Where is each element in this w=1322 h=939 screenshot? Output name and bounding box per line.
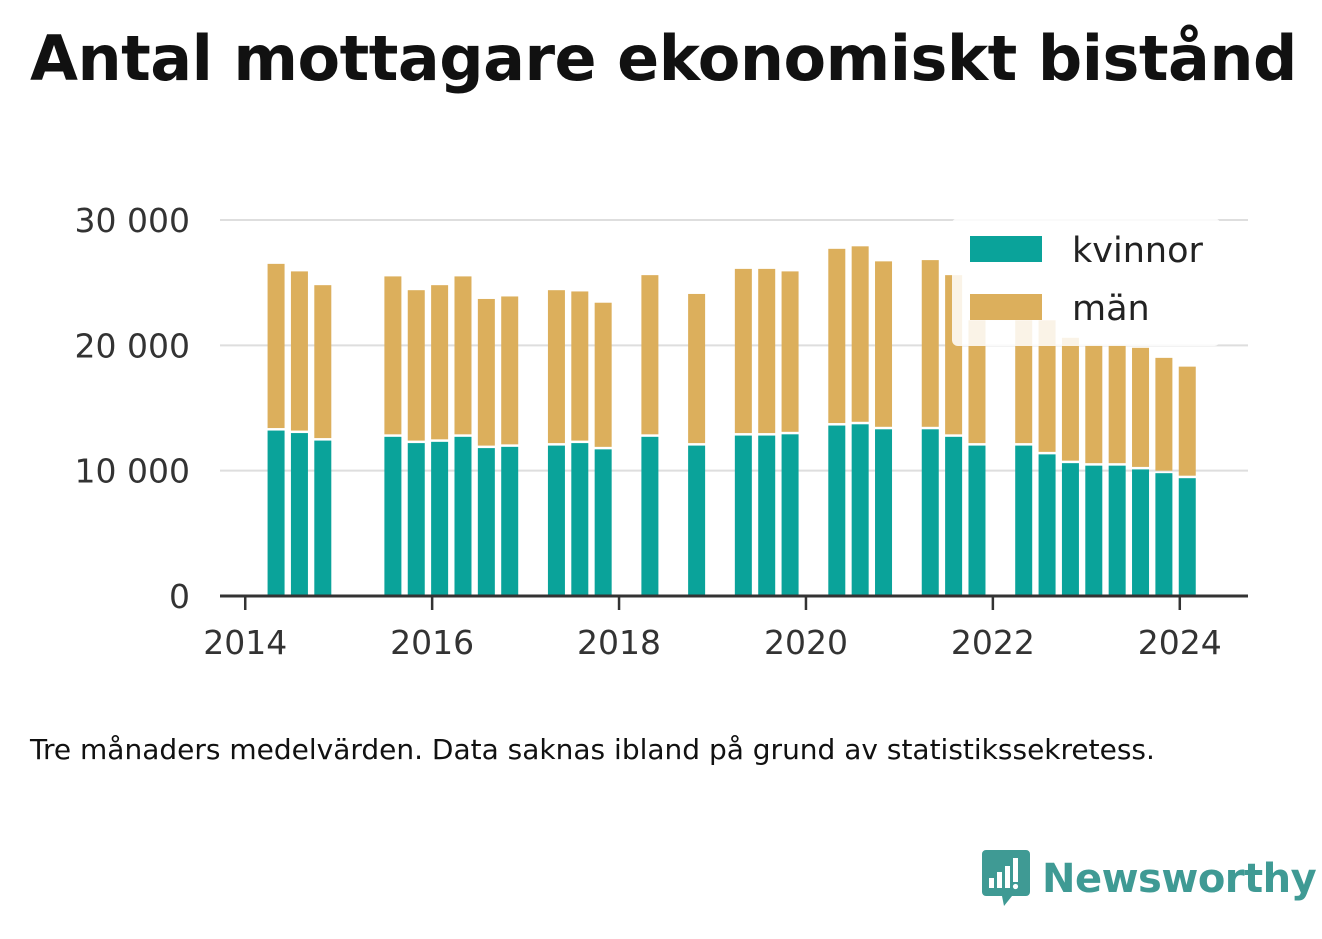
brand-name: Newsworthy: [1042, 856, 1317, 902]
bar-kvinnor: [688, 445, 706, 596]
x-tick-label: 2020: [764, 623, 848, 662]
bar-kvinnor: [1155, 473, 1173, 596]
bar-kvinnor: [781, 434, 799, 596]
bar-man: [384, 276, 402, 435]
bar-kvinnor: [501, 446, 519, 596]
bar-man: [828, 248, 846, 424]
newsworthy-brand: Newsworthy: [980, 848, 1317, 910]
bar-man: [1132, 347, 1150, 467]
bar-man: [968, 320, 986, 444]
legend-swatch-kvinnor: [970, 236, 1042, 262]
stacked-bar-chart: 0 10 000 20 000 30 000 2014 2016 2018 2020 2022 2…: [75, 201, 1248, 662]
bar-man: [1085, 345, 1103, 464]
newsworthy-logo-icon: [982, 850, 1030, 906]
bar-man: [431, 285, 449, 440]
bar-kvinnor: [1038, 454, 1056, 596]
x-tick-label: 2014: [203, 623, 287, 662]
bar-kvinnor: [968, 445, 986, 596]
bar-man: [290, 271, 308, 431]
bar-man: [781, 271, 799, 432]
bar-kvinnor: [921, 429, 939, 596]
bar-man: [1061, 337, 1079, 461]
bar-kvinnor: [314, 440, 332, 596]
bar-man: [571, 291, 589, 441]
bars: [267, 246, 1196, 596]
bar-kvinnor: [431, 441, 449, 596]
legend-swatch-man: [970, 294, 1042, 320]
bar-man: [314, 285, 332, 439]
bar-man: [1155, 357, 1173, 471]
bar-kvinnor: [758, 435, 776, 596]
bar-man: [921, 260, 939, 427]
bar-man: [851, 246, 869, 422]
bar-kvinnor: [384, 436, 402, 596]
bar-man: [734, 268, 752, 434]
bar-kvinnor: [875, 429, 893, 596]
bar-kvinnor: [1132, 469, 1150, 596]
bar-man: [1038, 320, 1056, 452]
axes: 0 10 000 20 000 30 000 2014 2016 2018 2020 2022 2…: [75, 201, 1248, 662]
x-tick-label: 2018: [577, 623, 661, 662]
bar-kvinnor: [290, 433, 308, 596]
bar-kvinnor: [407, 443, 425, 596]
bar-man: [1015, 320, 1033, 444]
y-tick-label: 20 000: [75, 326, 190, 365]
y-tick-label: 10 000: [75, 452, 190, 491]
bar-man: [641, 275, 659, 435]
x-tick-label: 2016: [390, 623, 474, 662]
bar-man: [454, 276, 472, 435]
bar-kvinnor: [477, 448, 495, 596]
bar-man: [594, 302, 612, 447]
bar-man: [501, 296, 519, 445]
bar-kvinnor: [1015, 445, 1033, 596]
bar-kvinnor: [851, 424, 869, 596]
bar-kvinnor: [734, 435, 752, 596]
legend: kvinnor män: [952, 218, 1220, 346]
bar-man: [477, 298, 495, 446]
y-tick-label: 30 000: [75, 201, 190, 240]
bar-kvinnor: [828, 425, 846, 596]
bar-man: [547, 290, 565, 444]
x-tick-label: 2024: [1138, 623, 1222, 662]
bar-kvinnor: [571, 443, 589, 596]
bar-kvinnor: [1178, 478, 1196, 596]
x-tick-label: 2022: [951, 623, 1035, 662]
bar-kvinnor: [267, 430, 285, 596]
bar-kvinnor: [547, 445, 565, 596]
chart-footnote: Tre månaders medelvärden. Data saknas ib…: [30, 733, 1155, 766]
bar-kvinnor: [945, 436, 963, 596]
bar-man: [1178, 366, 1196, 476]
bar-man: [267, 263, 285, 429]
bar-kvinnor: [1108, 465, 1126, 596]
legend-label-kvinnor: kvinnor: [1072, 231, 1203, 271]
bar-kvinnor: [1085, 465, 1103, 596]
bar-kvinnor: [454, 436, 472, 596]
legend-label-man: män: [1072, 289, 1150, 329]
bar-kvinnor: [641, 436, 659, 596]
bar-man: [875, 261, 893, 427]
chart-title: Antal mottagare ekonomiskt bistånd: [30, 22, 1297, 95]
bar-man: [407, 290, 425, 441]
bar-man: [1108, 345, 1126, 464]
bar-kvinnor: [1061, 463, 1079, 596]
bar-kvinnor: [594, 449, 612, 596]
y-tick-label: 0: [169, 577, 190, 616]
bar-man: [688, 293, 706, 444]
bar-man: [758, 268, 776, 434]
